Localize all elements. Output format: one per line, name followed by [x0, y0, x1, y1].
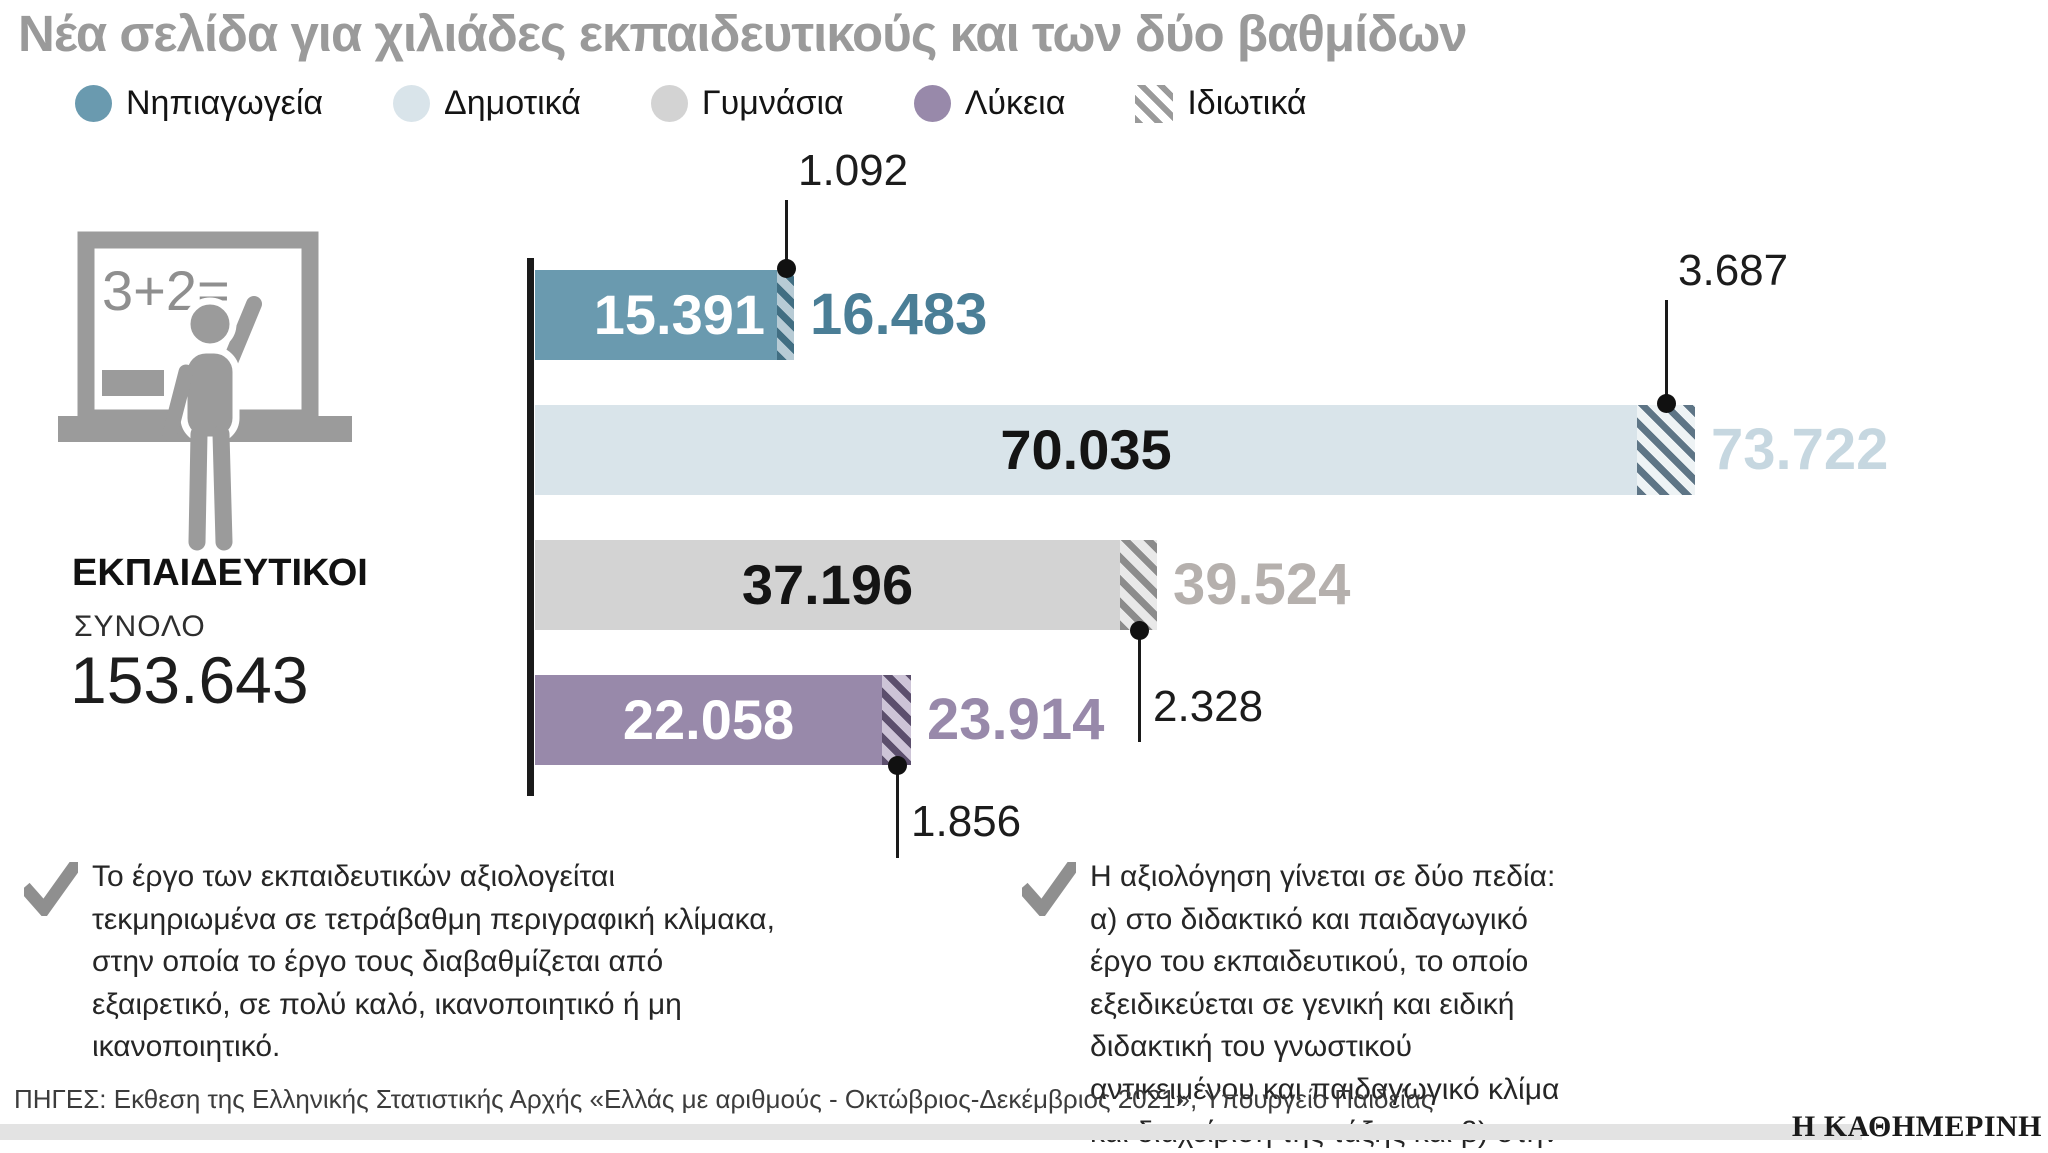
summary-heading: ΕΚΠΑΙΔΕΥΤΙΚΟΙ: [72, 552, 368, 594]
circle-swatch-icon: [913, 85, 951, 122]
teacher-blackboard-icon: 3+2=: [58, 231, 352, 551]
bar-row-Γυμνάσια: 37.196 39.524: [535, 540, 1477, 630]
callout-value-private: 1.092: [798, 146, 909, 195]
callout-dot: [888, 756, 907, 775]
kathimerini-logo: Η ΚΑΘΗΜΕΡΙΝΗ: [1791, 1110, 2042, 1143]
bar-value-total: 73.722: [1711, 417, 1889, 482]
callout-dot: [1657, 394, 1676, 413]
footer-strip: [0, 1124, 1862, 1140]
bar-value-public: 15.391: [593, 283, 765, 346]
summary-subheading: ΣΥΝΟΛΟ: [74, 610, 206, 643]
callout-line: [1665, 300, 1668, 405]
callout-value-private: 1.856: [911, 797, 1022, 846]
bar-value-total: 39.524: [1173, 552, 1351, 617]
legend: Νηπιαγωγεία Δημοτικά Γυμνάσια Λύκεια Ιδιωτικ…: [75, 84, 1307, 123]
bar-row-Νηπιαγωγεία: 15.391 16.483: [535, 270, 1114, 360]
teacher-figure: [162, 291, 267, 551]
summary-total: 153.643: [70, 643, 309, 717]
legend-label: Ιδιωτικά: [1187, 84, 1307, 122]
bar-segment-public: 37.196: [535, 540, 1120, 630]
bar-value-public: 70.035: [1000, 418, 1172, 481]
legend-label: Γυμνάσια: [701, 84, 844, 122]
check-icon: [24, 862, 78, 916]
legend-label: Νηπιαγωγεία: [126, 84, 324, 122]
bar-value-total: 23.914: [927, 687, 1105, 752]
bar-segment-private: [1120, 540, 1157, 630]
callout-value-private: 2.328: [1153, 682, 1264, 731]
bar-segment-private: [882, 675, 911, 765]
bar-segment-public: 22.058: [535, 675, 882, 765]
legend-item: Δημοτικά: [393, 84, 581, 123]
bar-value-public: 22.058: [622, 688, 795, 751]
eraser: [102, 370, 164, 396]
check-icon: [1022, 862, 1076, 916]
legend-item: Νηπιαγωγεία: [75, 84, 323, 123]
hatch-swatch-icon: [1135, 84, 1174, 123]
page-title: Νέα σελίδα για χιλιάδες εκπαιδευτικούς κ…: [18, 5, 1468, 62]
note-2-text: Η αξιολόγηση γίνεται σε δύο πεδία: α) στ…: [1090, 860, 1560, 1149]
circle-swatch-icon: [393, 85, 431, 122]
legend-item: Ιδιωτικά: [1135, 84, 1307, 123]
sources-line: ΠΗΓΕΣ: Εκθεση της Ελληνικής Στατιστικής …: [14, 1084, 1434, 1114]
legend-label: Δημοτικά: [444, 84, 581, 122]
legend-label: Λύκεια: [964, 84, 1066, 122]
callout-value-private: 3.687: [1678, 246, 1789, 295]
circle-swatch-icon: [75, 85, 112, 122]
callout-dot: [777, 259, 796, 278]
callout-dot: [1130, 621, 1149, 640]
callout-line: [896, 765, 899, 858]
bar-segment-private: [1637, 405, 1695, 495]
bar-value-total: 16.483: [810, 282, 988, 347]
bar-segment-private: [777, 270, 794, 360]
note-1: Το έργο των εκπαιδευτικών αξιολογείται τ…: [24, 856, 784, 1069]
note-1-text: Το έργο των εκπαιδευτικών αξιολογείται τ…: [92, 860, 775, 1064]
circle-swatch-icon: [650, 85, 688, 122]
legend-item: Γυμνάσια: [650, 84, 844, 123]
callout-line: [1138, 630, 1141, 742]
chart-axis: [527, 258, 534, 796]
bar-row-Δημοτικά: 70.035 73.722: [535, 405, 2015, 495]
bar-segment-public: 15.391: [535, 270, 777, 360]
legend-item: Λύκεια: [913, 84, 1066, 123]
note-2: Η αξιολόγηση γίνεται σε δύο πεδία: α) στ…: [1022, 856, 1562, 1153]
bar-segment-public: 70.035: [535, 405, 1637, 495]
bar-row-Λύκεια: 22.058 23.914: [535, 675, 1231, 765]
callout-line: [785, 200, 788, 270]
bar-value-public: 37.196: [741, 553, 914, 616]
